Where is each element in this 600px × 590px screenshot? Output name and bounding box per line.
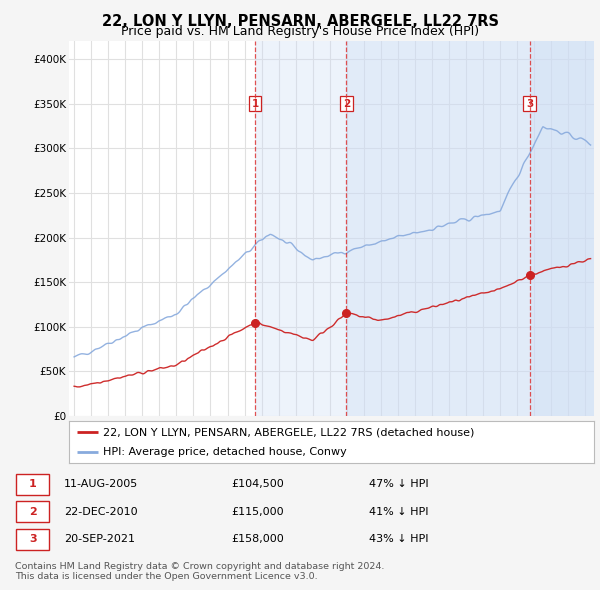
- Text: 22, LON Y LLYN, PENSARN, ABERGELE, LL22 7RS (detached house): 22, LON Y LLYN, PENSARN, ABERGELE, LL22 …: [103, 427, 475, 437]
- Text: HPI: Average price, detached house, Conwy: HPI: Average price, detached house, Conw…: [103, 447, 347, 457]
- Text: Contains HM Land Registry data © Crown copyright and database right 2024.
This d: Contains HM Land Registry data © Crown c…: [15, 562, 385, 581]
- Text: 22, LON Y LLYN, PENSARN, ABERGELE, LL22 7RS: 22, LON Y LLYN, PENSARN, ABERGELE, LL22 …: [101, 14, 499, 28]
- Bar: [346, 41, 594, 416]
- Text: £158,000: £158,000: [231, 535, 284, 544]
- FancyBboxPatch shape: [16, 529, 49, 550]
- Text: 2: 2: [343, 99, 350, 109]
- Text: £104,500: £104,500: [231, 480, 284, 489]
- Bar: [530, 41, 594, 416]
- Text: 3: 3: [29, 535, 37, 544]
- Text: 2: 2: [29, 507, 37, 517]
- Text: 47% ↓ HPI: 47% ↓ HPI: [369, 480, 429, 489]
- Bar: [255, 41, 594, 416]
- Text: 11-AUG-2005: 11-AUG-2005: [64, 480, 138, 489]
- Text: 1: 1: [29, 480, 37, 489]
- Text: £115,000: £115,000: [231, 507, 284, 517]
- Text: 41% ↓ HPI: 41% ↓ HPI: [369, 507, 428, 517]
- Text: Price paid vs. HM Land Registry's House Price Index (HPI): Price paid vs. HM Land Registry's House …: [121, 25, 479, 38]
- Text: 20-SEP-2021: 20-SEP-2021: [64, 535, 135, 544]
- Text: 43% ↓ HPI: 43% ↓ HPI: [369, 535, 428, 544]
- Text: 22-DEC-2010: 22-DEC-2010: [64, 507, 137, 517]
- Text: 3: 3: [526, 99, 533, 109]
- FancyBboxPatch shape: [16, 502, 49, 522]
- Text: 1: 1: [251, 99, 259, 109]
- FancyBboxPatch shape: [16, 474, 49, 495]
